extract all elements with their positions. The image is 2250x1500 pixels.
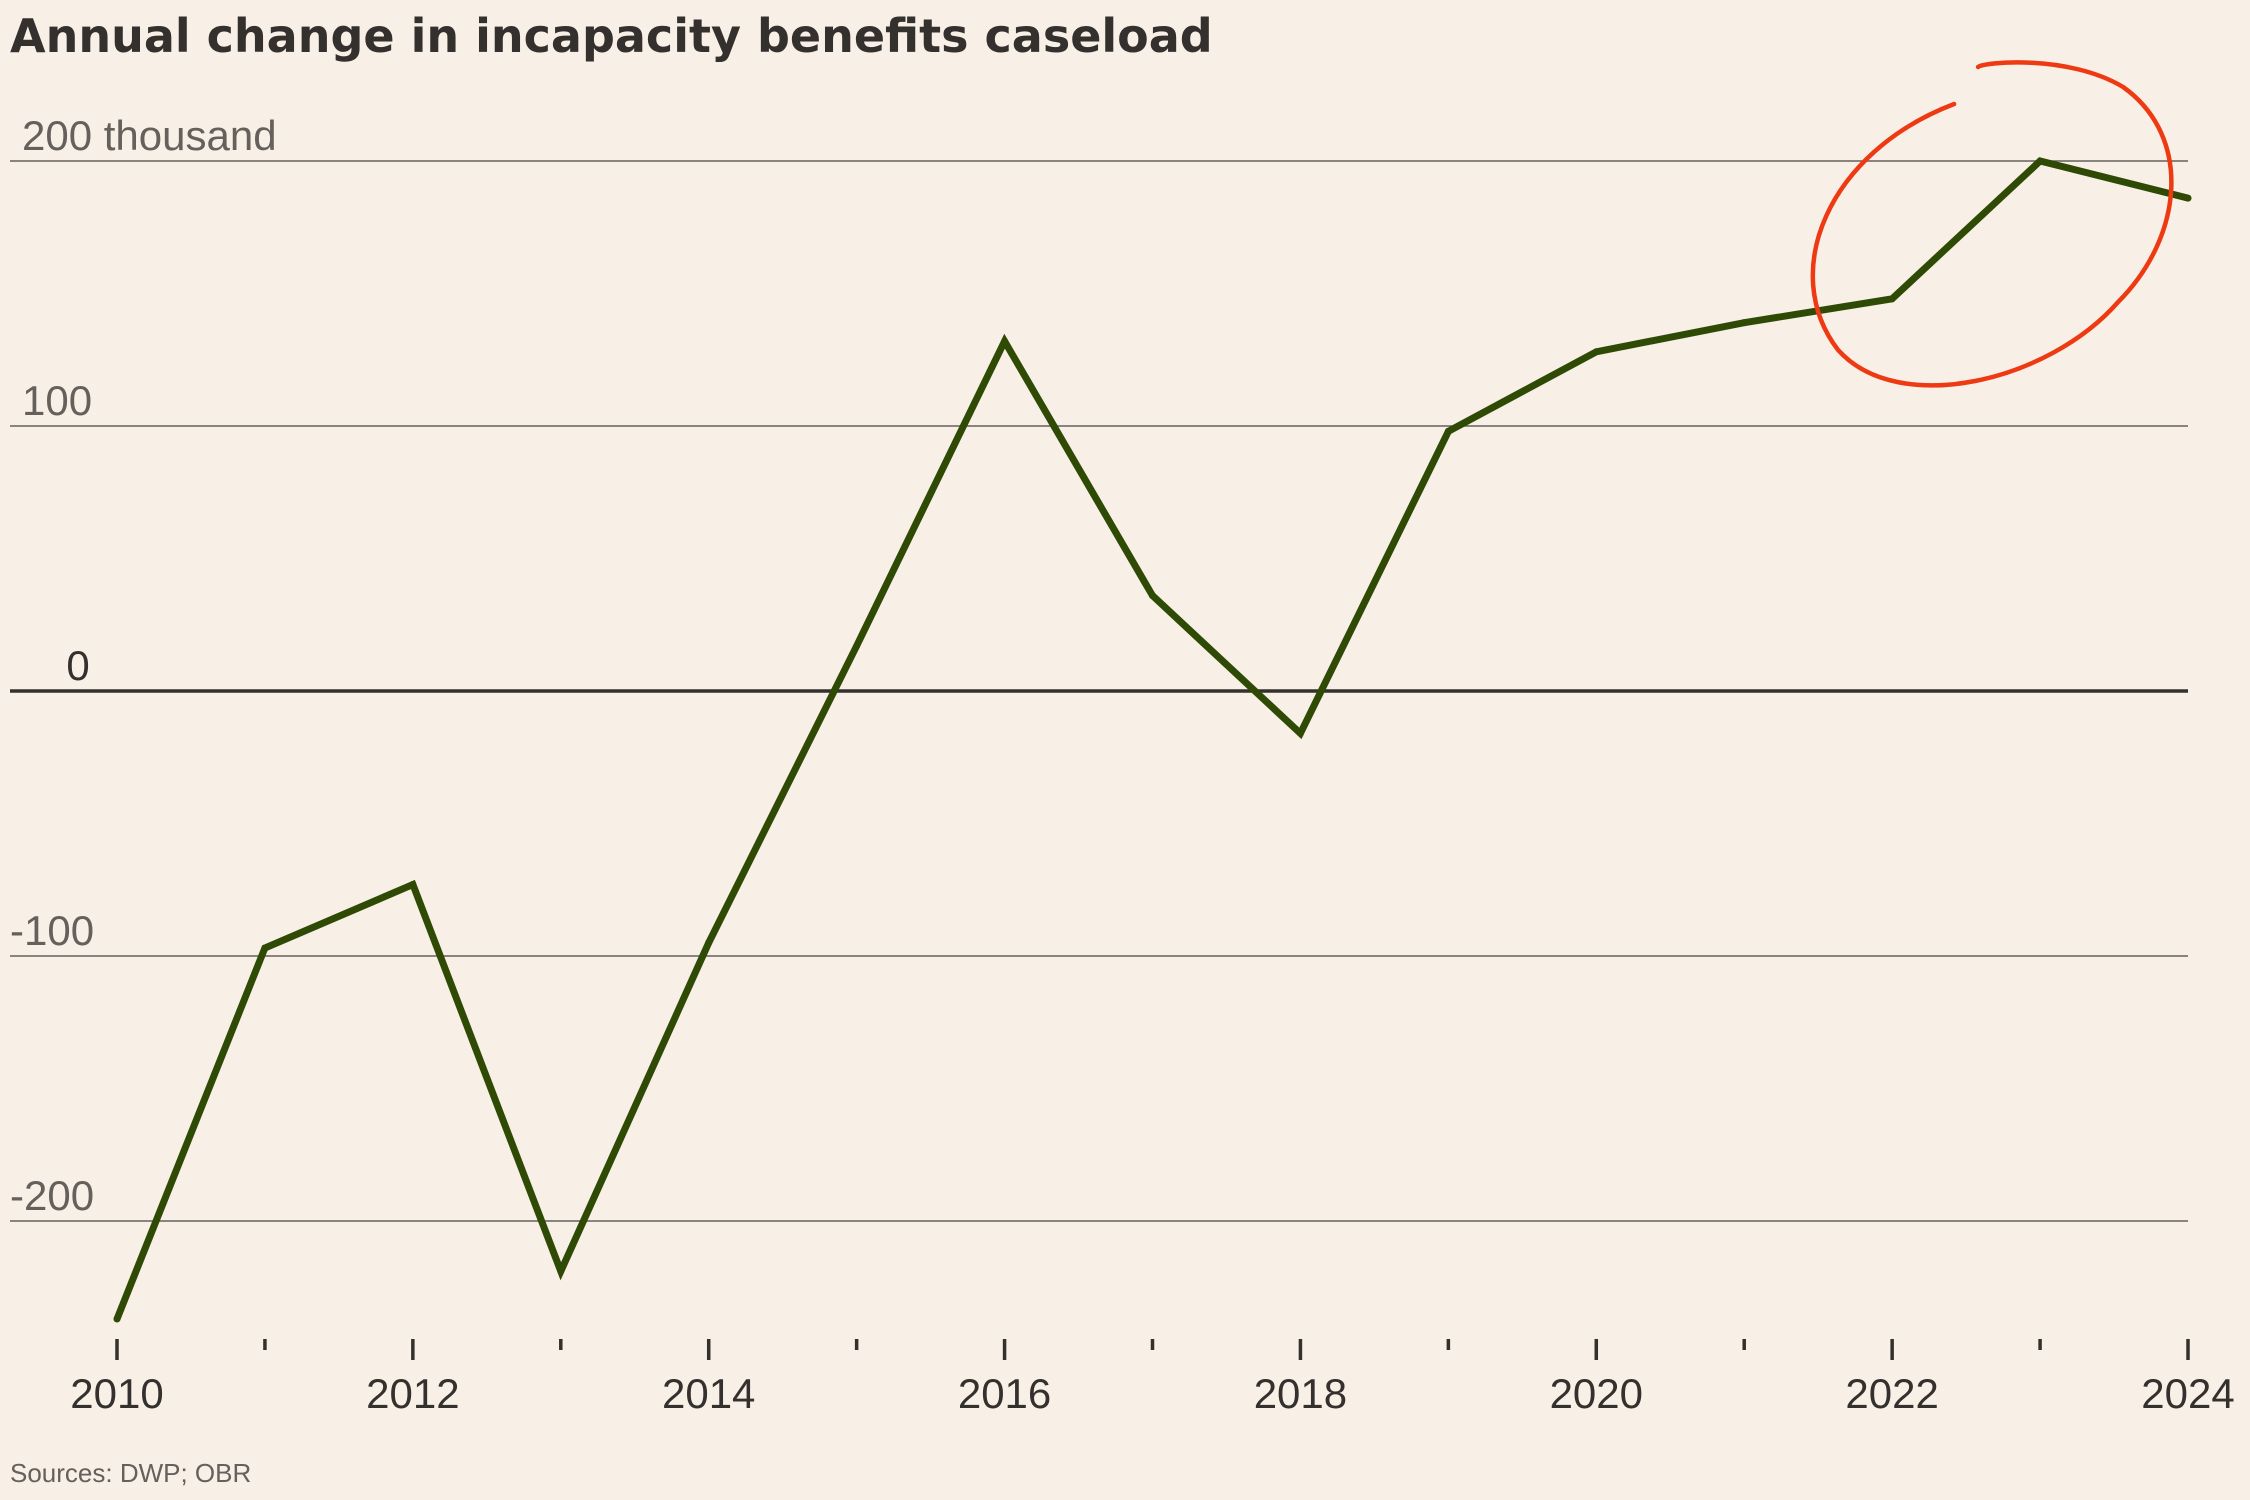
x-tick-label: 2014 [662,1370,755,1417]
data-point [1740,319,1748,327]
data-point [2036,157,2044,165]
data-point [1444,427,1452,435]
x-tick-label: 2024 [2141,1370,2234,1417]
x-tick-label: 2022 [1845,1370,1938,1417]
data-point [1149,592,1156,600]
highlight-circle [1810,60,2174,388]
y-tick-label: 200 thousand [22,112,277,159]
chart-title: Annual change in incapacity benefits cas… [10,9,1213,63]
data-point [557,1267,565,1275]
source-note: Sources: DWP; OBR [10,1458,251,1488]
x-tick-label: 2020 [1550,1370,1643,1417]
data-point [113,1315,121,1323]
data-point [409,880,417,888]
data-point [853,642,861,650]
series-layer [113,157,2192,1323]
data-point [1001,337,1009,345]
x-tick-label: 2010 [70,1370,163,1417]
x-axis: 2010 2012 2014 2016 2018 2020 2022 2024 [70,1339,2235,1417]
series-line [113,157,2189,1321]
y-tick-label: -200 [10,1172,94,1219]
x-tick-label: 2012 [366,1370,459,1417]
y-tick-label: -100 [10,907,94,954]
annotation-layer [1810,60,2174,388]
data-point [261,944,269,952]
gridlines [10,160,2188,1222]
x-tick-label: 2018 [1254,1370,1347,1417]
data-point [2184,194,2192,202]
data-point [1592,348,1600,356]
data-point [705,939,713,947]
y-axis-tick-labels: 200 thousand 100 0 -100 -200 [10,112,277,1219]
data-point [1888,295,1896,303]
x-tick-label: 2016 [958,1370,1051,1417]
y-tick-label: 0 [66,642,89,689]
y-tick-label: 100 [22,377,92,424]
data-point [1296,729,1304,737]
